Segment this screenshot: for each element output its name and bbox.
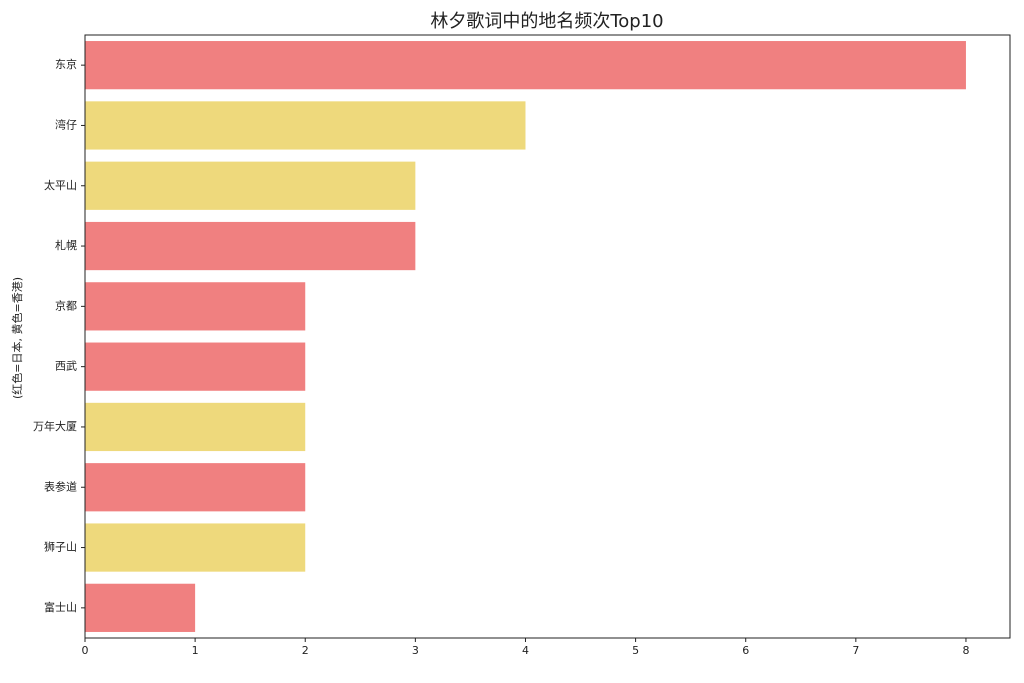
bar <box>85 402 306 452</box>
y-axis-label: (红色=日本, 黄色=香港) <box>10 277 24 399</box>
y-tick-label: 狮子山 <box>44 541 77 554</box>
bar <box>85 583 196 632</box>
y-tick-label: 京都 <box>55 298 77 312</box>
bar <box>85 161 416 210</box>
bar <box>85 101 526 150</box>
bar <box>85 282 306 331</box>
y-tick-label: 富士山 <box>44 600 77 614</box>
x-tick-label: 7 <box>852 644 859 657</box>
y-tick-label: 表参道 <box>44 479 77 493</box>
bar <box>85 463 306 512</box>
x-tick-label: 3 <box>412 644 419 657</box>
y-tick-label: 札幌 <box>55 238 77 252</box>
bar <box>85 221 416 271</box>
x-tick-label: 1 <box>192 644 199 657</box>
bar <box>85 41 966 90</box>
plot-frame <box>84 34 1011 639</box>
y-tick-label: 湾仔 <box>55 117 77 131</box>
chart-title: 林夕歌词中的地名频次Top10 <box>430 11 663 32</box>
x-tick-label: 4 <box>522 644 529 657</box>
x-tick-label: 5 <box>632 644 639 657</box>
x-tick-label: 2 <box>302 644 309 657</box>
y-tick-label: 西武 <box>55 360 77 373</box>
y-tick-label: 东京 <box>55 57 77 71</box>
y-tick-label: 太平山 <box>44 179 77 192</box>
bar <box>85 523 306 572</box>
x-tick-label: 0 <box>82 644 89 657</box>
x-tick-label: 6 <box>742 644 749 657</box>
x-tick-label: 8 <box>962 644 969 657</box>
y-tick-label: 万年大厦 <box>33 419 77 433</box>
bar <box>85 342 306 391</box>
